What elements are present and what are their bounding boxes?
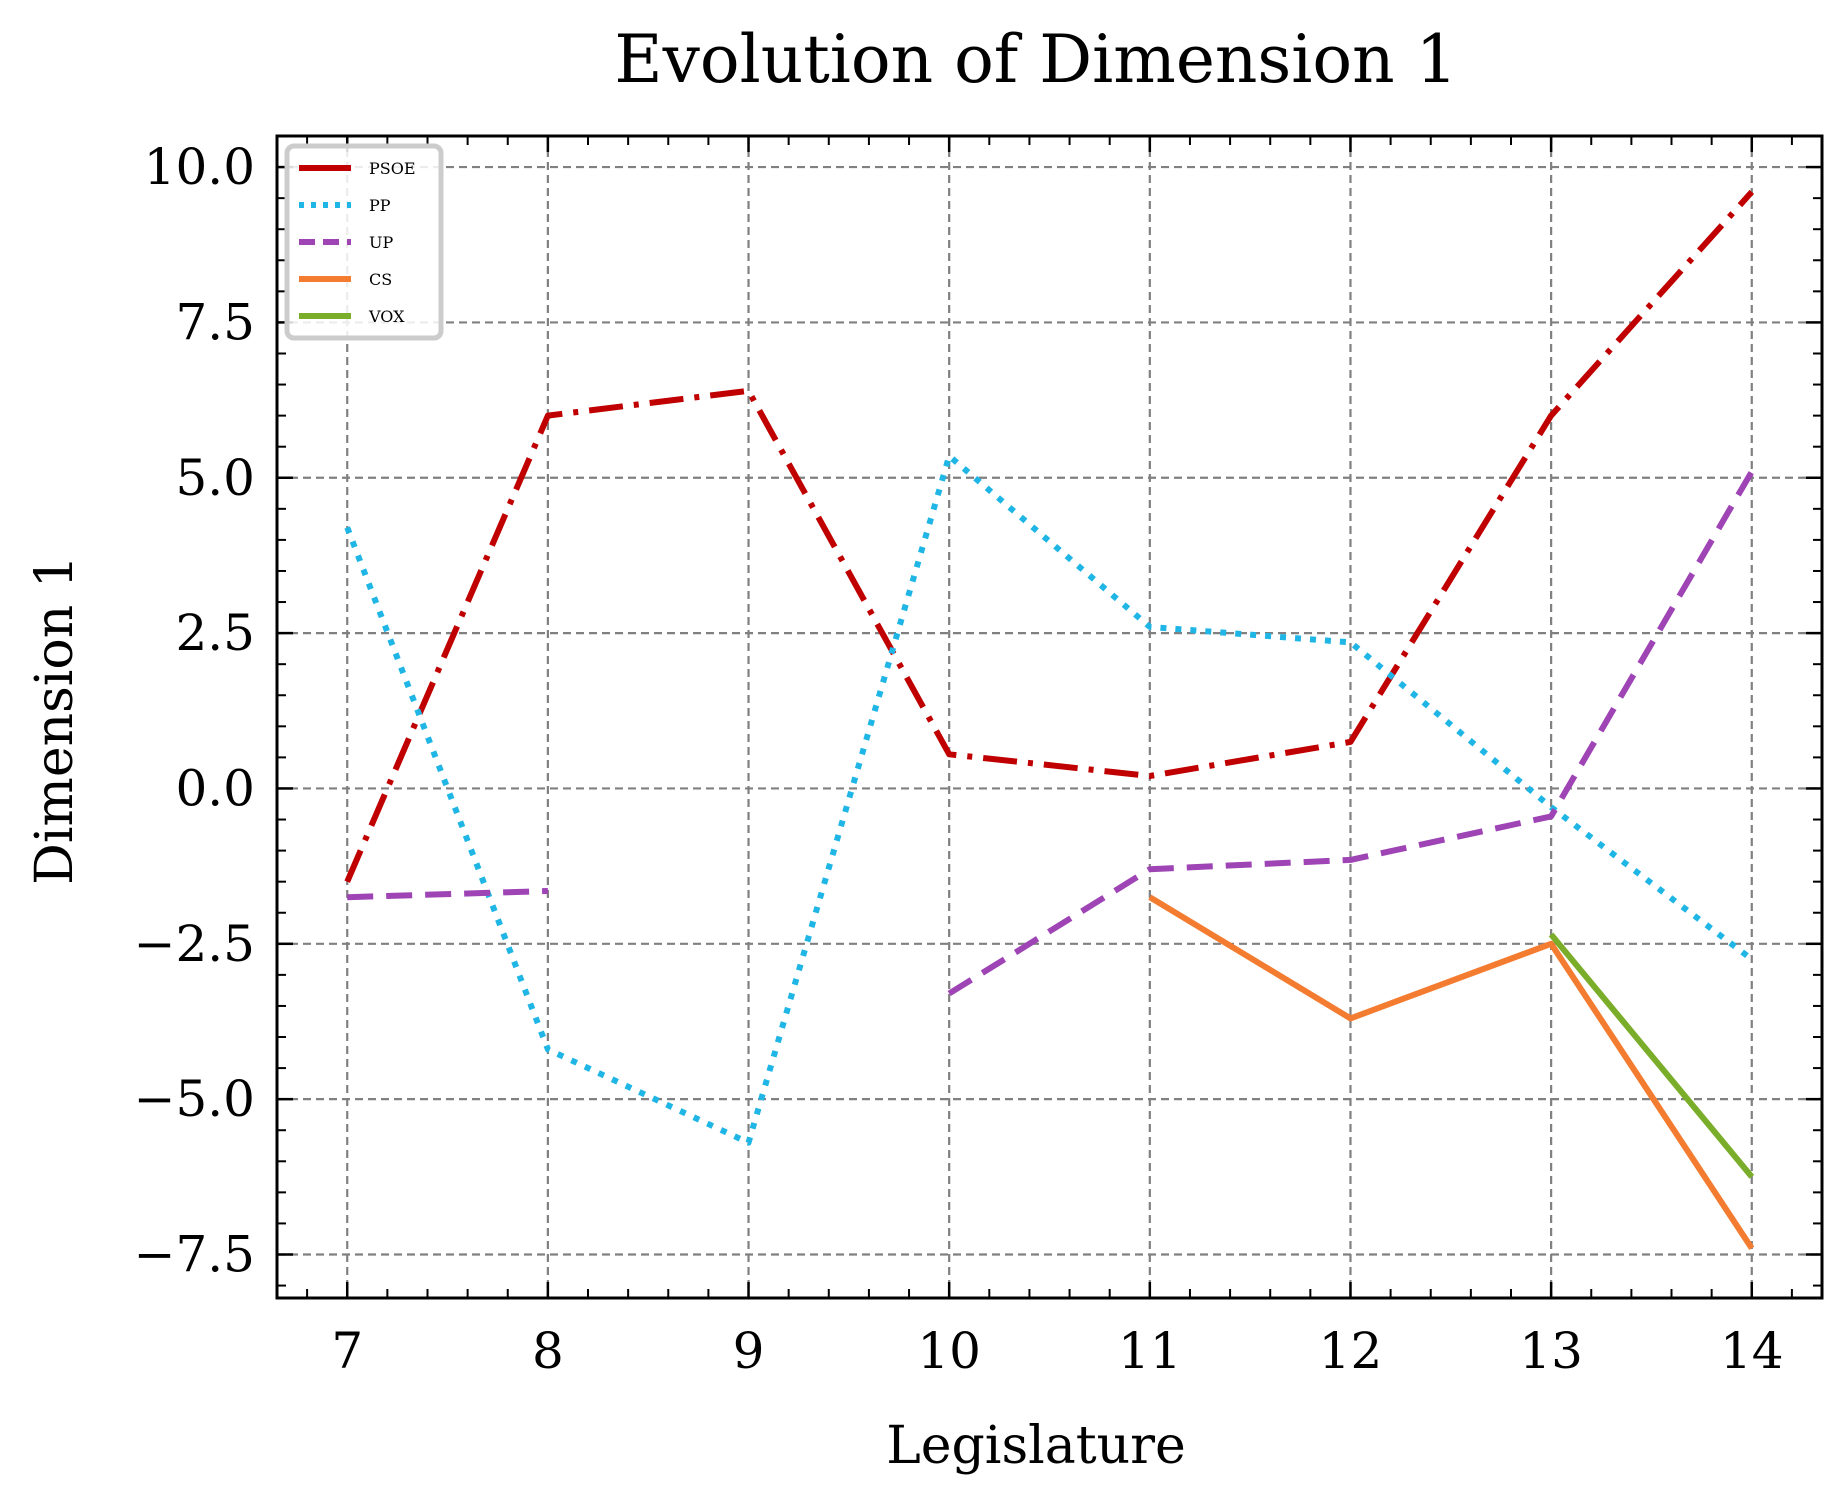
series-line-pp xyxy=(344,453,1754,1146)
grid xyxy=(277,136,1822,1298)
y-axis-label: Dimension 1 xyxy=(25,555,85,885)
tick-labels: 7 8 9 10 11 12 13 14 −7.5 −5.0 −2.5 0.0 2.5 5.0 7.5 10.… xyxy=(134,138,1784,1380)
y-tick-label: 10.0 xyxy=(144,138,255,196)
legend-label-up: UP xyxy=(369,233,393,252)
legend-label-cs: CS xyxy=(369,270,392,289)
x-tick-label: 13 xyxy=(1519,1322,1583,1380)
y-tick-label: 5.0 xyxy=(175,449,255,507)
legend-label-pp: PP xyxy=(369,196,391,215)
series-line-vox xyxy=(1548,932,1755,1179)
y-tick-label: −5.0 xyxy=(134,1070,255,1128)
x-tick-label: 9 xyxy=(733,1322,765,1380)
axis-ticks xyxy=(277,135,1822,1298)
plot-frame-rect xyxy=(275,134,1824,1300)
series-line-cs xyxy=(1148,894,1755,1250)
y-tick-label: −2.5 xyxy=(134,915,255,973)
x-tick-label: 8 xyxy=(532,1322,564,1380)
series-line-psoe xyxy=(344,189,1755,883)
x-tick-label: 11 xyxy=(1118,1322,1182,1380)
series-line-up xyxy=(347,888,548,901)
x-tick-label: 12 xyxy=(1319,1322,1383,1380)
plot-frame xyxy=(275,134,1824,1300)
series-line-up-segment xyxy=(947,470,1755,997)
x-axis-label: Legislature xyxy=(886,1416,1186,1476)
legend: PSOE PP UP CS VOX xyxy=(284,143,444,341)
series-lines xyxy=(344,189,1755,1250)
y-tick-label: 7.5 xyxy=(175,293,255,351)
y-tick-label: −7.5 xyxy=(134,1226,255,1284)
y-tick-label: 0.0 xyxy=(175,759,255,817)
x-tick-label: 10 xyxy=(917,1322,981,1380)
legend-box xyxy=(284,143,444,341)
x-tick-label: 7 xyxy=(331,1322,363,1380)
legend-label-vox: VOX xyxy=(368,307,405,326)
legend-label-psoe: PSOE xyxy=(369,159,416,178)
y-tick-label: 2.5 xyxy=(175,604,255,662)
chart-title: Evolution of Dimension 1 xyxy=(614,21,1457,98)
x-tick-label: 14 xyxy=(1720,1322,1784,1380)
